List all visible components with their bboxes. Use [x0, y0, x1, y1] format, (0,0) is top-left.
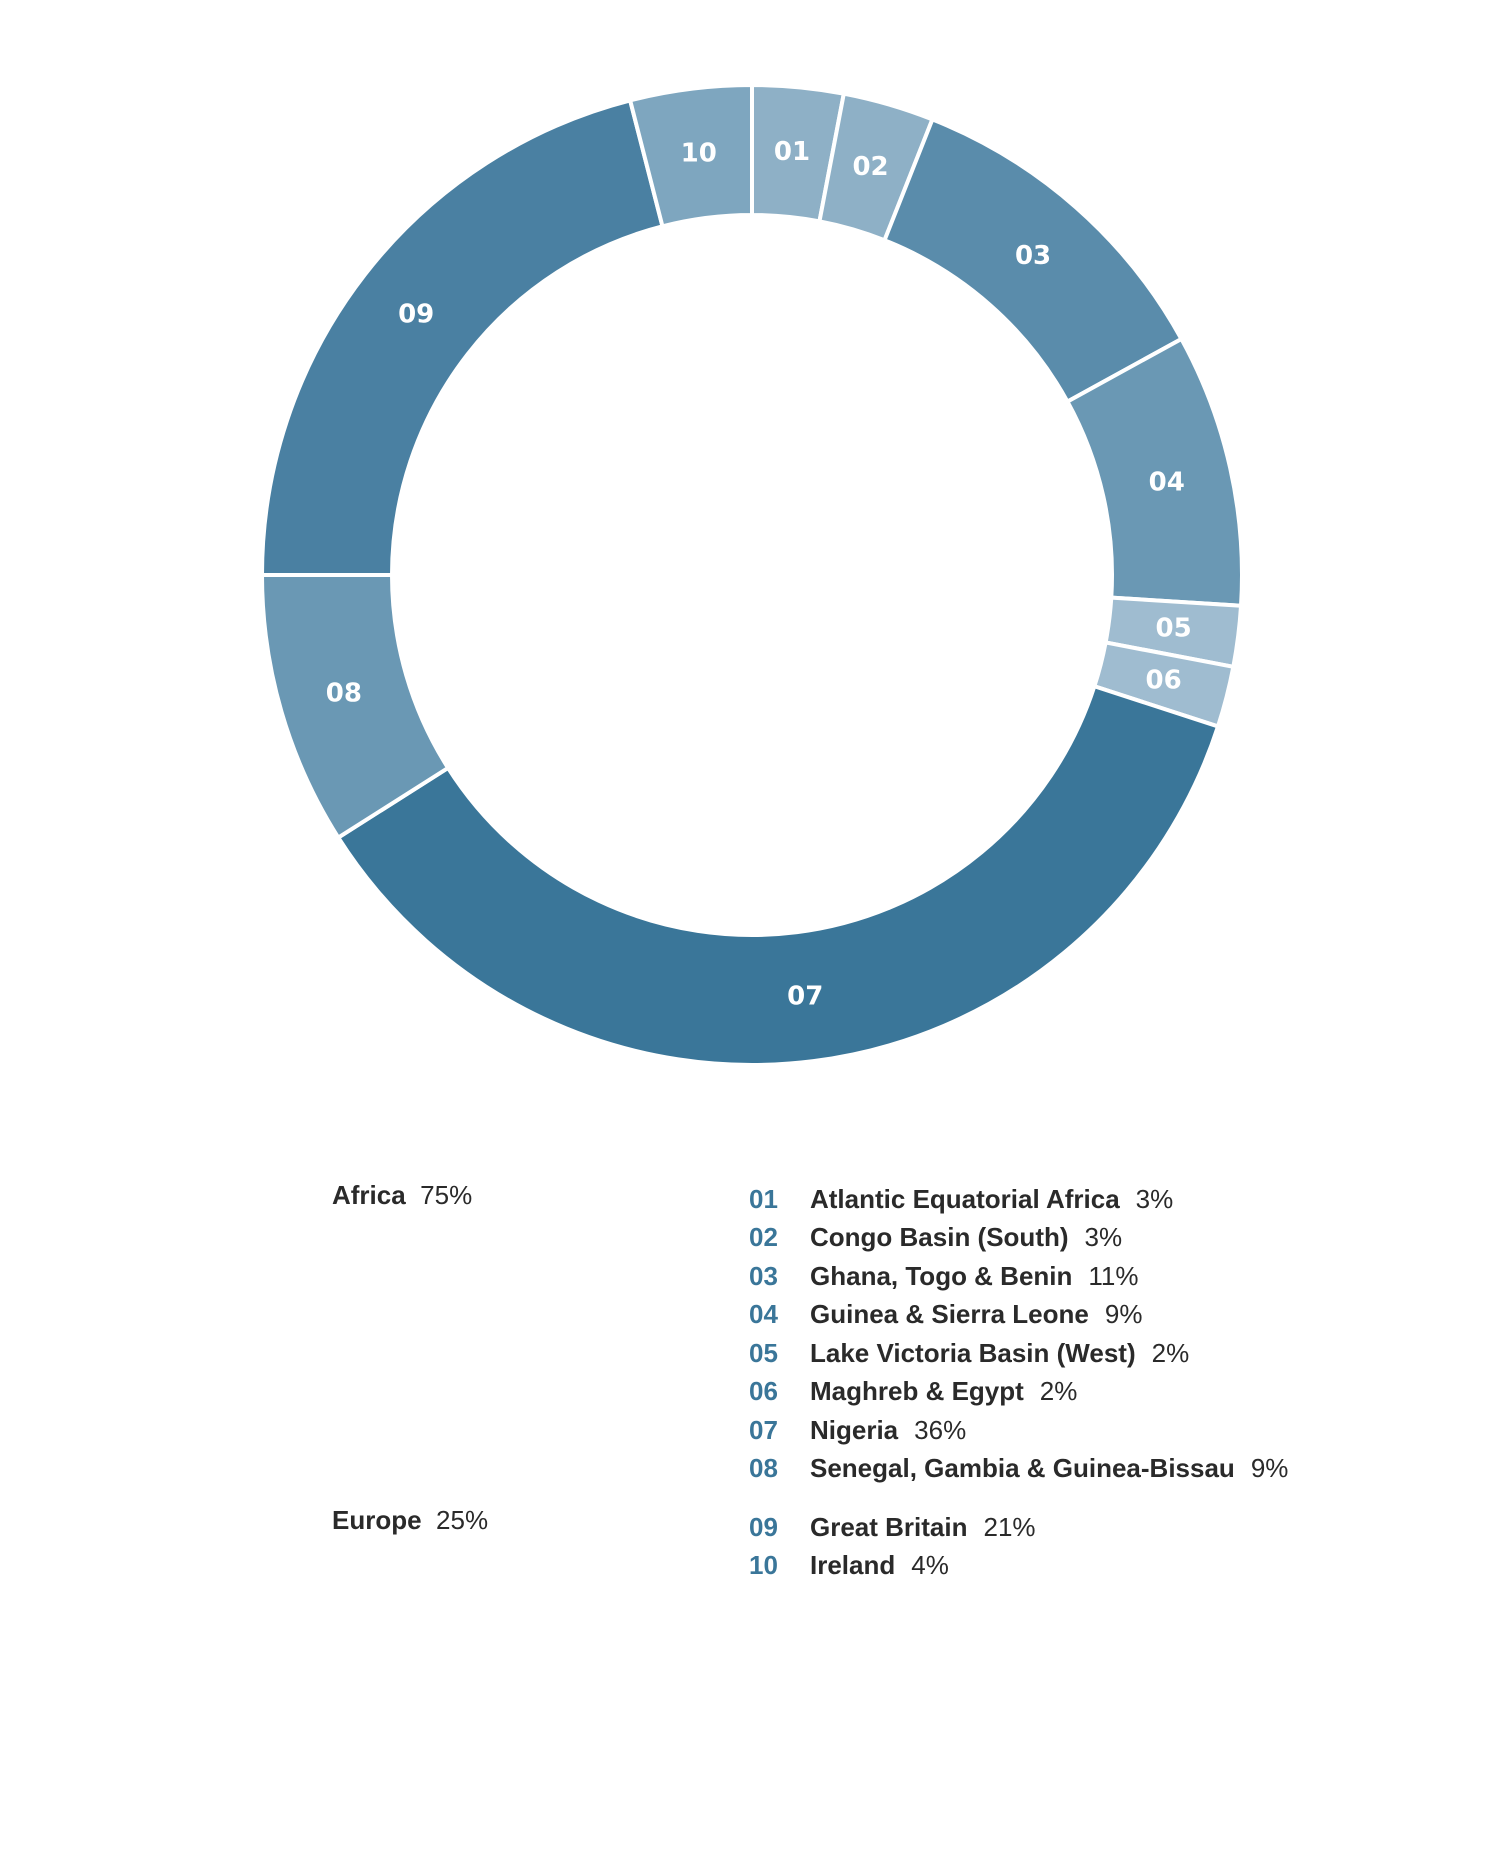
slice-label: 01 — [774, 137, 810, 167]
legend-code: 08 — [749, 1453, 778, 1484]
legend-code: 09 — [749, 1511, 778, 1542]
donut-slice — [335, 683, 1221, 1067]
legend-code: 02 — [749, 1222, 778, 1253]
legend-item: 06 Maghreb & Egypt 2% — [749, 1373, 1449, 1412]
legend-code: 04 — [749, 1299, 778, 1330]
donut-slice — [259, 97, 665, 577]
legend-code: 03 — [749, 1260, 778, 1291]
legend-item: 01 Atlantic Equatorial Africa 3% — [749, 1180, 1449, 1219]
legend-item: 10 Ireland 4% — [749, 1547, 1449, 1586]
legend-code: 06 — [749, 1376, 778, 1407]
slice-label: 07 — [787, 982, 823, 1012]
legend-percent: 4% — [911, 1550, 949, 1581]
legend-percent: 36% — [914, 1414, 967, 1445]
legend-percent: 9% — [1250, 1453, 1289, 1484]
slice-label: 10 — [681, 138, 717, 168]
slice-label: 05 — [1156, 613, 1192, 643]
group-africa: Africa 75% — [332, 1180, 472, 1211]
legend-code: 07 — [749, 1414, 778, 1445]
legend-name: Atlantic Equatorial Africa — [810, 1183, 1120, 1214]
legend-name: Maghreb & Egypt — [810, 1376, 1024, 1407]
legend-percent: 2% — [1151, 1337, 1190, 1368]
legend-name: Nigeria — [810, 1414, 899, 1445]
legend-name: Ireland — [810, 1550, 896, 1581]
group-europe: Europe 25% — [332, 1505, 488, 1536]
slice-label: 04 — [1149, 467, 1185, 497]
legend-percent: 21% — [983, 1511, 1036, 1542]
legend-item: 04 Guinea & Sierra Leone 9% — [749, 1296, 1449, 1335]
legend-item: 07 Nigeria 36% — [749, 1411, 1449, 1450]
group-name: Europe — [332, 1505, 422, 1535]
slice-label: 06 — [1146, 666, 1182, 696]
group-percent: 75% — [420, 1180, 473, 1210]
group-percent: 25% — [436, 1505, 489, 1535]
legend-code: 01 — [749, 1183, 778, 1214]
legend-percent: 9% — [1104, 1299, 1143, 1330]
legend-code: 05 — [749, 1337, 778, 1368]
group-name: Africa — [332, 1180, 406, 1210]
legend-name: Great Britain — [810, 1511, 968, 1542]
slice-label: 09 — [398, 300, 434, 330]
legend-name: Guinea & Sierra Leone — [810, 1299, 1089, 1330]
legend-name: Senegal, Gambia & Guinea-Bissau — [810, 1453, 1235, 1484]
legend-item: 09 Great Britain 21% — [749, 1508, 1449, 1547]
legend-percent: 3% — [1084, 1222, 1123, 1253]
slice-label: 03 — [1015, 241, 1051, 271]
slice-label: 08 — [326, 679, 362, 709]
legend-percent: 2% — [1039, 1376, 1078, 1407]
legend-name: Congo Basin (South) — [810, 1222, 1069, 1253]
legend-name: Lake Victoria Basin (West) — [810, 1337, 1136, 1368]
donut-chart: 01 02 03 04 05 06 07 08 09 10 — [259, 82, 1242, 1067]
legend-item: 03 Ghana, Togo & Benin 11% — [749, 1257, 1449, 1296]
legend-item: 05 Lake Victoria Basin (West) 2% — [749, 1334, 1449, 1373]
legend: 01 Atlantic Equatorial Africa 3% 02 Congo B… — [749, 1180, 1449, 1585]
legend-percent: 11% — [1088, 1260, 1139, 1291]
legend-item: 02 Congo Basin (South) 3% — [749, 1219, 1449, 1258]
legend-name: Ghana, Togo & Benin — [810, 1260, 1073, 1291]
legend-item: 08 Senegal, Gambia & Guinea-Bissau 9% — [749, 1450, 1449, 1489]
legend-code: 10 — [749, 1550, 778, 1581]
slice-label: 02 — [852, 152, 888, 182]
legend-percent: 3% — [1135, 1183, 1174, 1214]
donut-slice — [627, 82, 754, 229]
